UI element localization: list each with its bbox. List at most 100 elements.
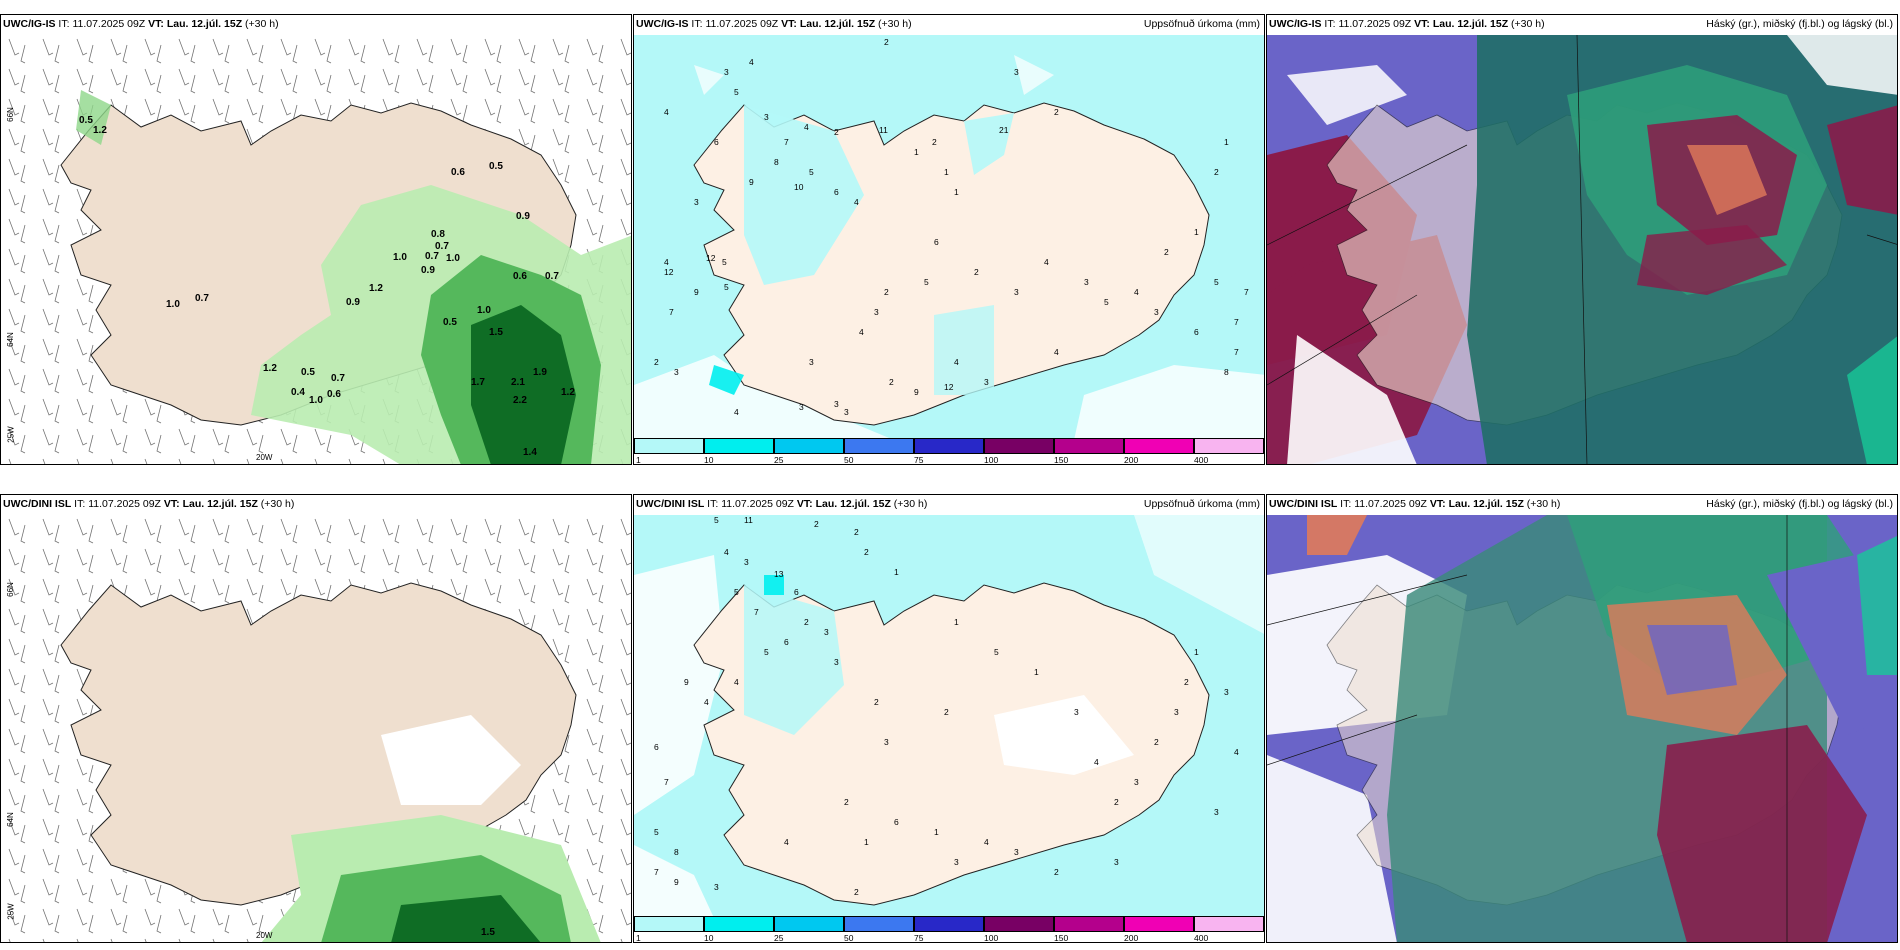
colorbar-tick: 50 bbox=[844, 933, 854, 943]
precip-label: 5 bbox=[994, 647, 999, 657]
cloud-map bbox=[1267, 515, 1897, 942]
colorbar: 1 10 25 50 75 100 150 200 400 bbox=[634, 438, 1264, 464]
rain-label: 1.4 bbox=[523, 447, 537, 458]
precip-label: 1 bbox=[1224, 137, 1229, 147]
precip-label: 3 bbox=[874, 307, 879, 317]
precip-label: 5 bbox=[722, 257, 727, 267]
rain-labels: 0.5 1.2 0.6 0.5 0.9 0.8 0.7 1.0 1.0 0.7 … bbox=[79, 115, 575, 458]
rain-label: 0.9 bbox=[516, 211, 530, 222]
precip-label: 2 bbox=[654, 357, 659, 367]
precip-label: 13 bbox=[774, 569, 784, 579]
precip-label: 2 bbox=[854, 527, 859, 537]
precip-label: 1 bbox=[914, 147, 919, 157]
colorbar: 1 10 25 50 75 100 150 200 400 bbox=[634, 916, 1264, 942]
precip-label: 5 bbox=[734, 587, 739, 597]
precip-label: 9 bbox=[694, 287, 699, 297]
precip-label: 2 bbox=[1214, 167, 1219, 177]
colorbar-swatch bbox=[1054, 916, 1124, 932]
precip-label: 8 bbox=[1224, 367, 1229, 377]
precip-label: 10 bbox=[794, 182, 804, 192]
lat-label: 66N bbox=[5, 582, 15, 597]
colorbar-swatch bbox=[1124, 438, 1194, 454]
colorbar-tick: 50 bbox=[844, 455, 854, 465]
precip-label: 4 bbox=[1134, 287, 1139, 297]
precip-label: 3 bbox=[1214, 807, 1219, 817]
colorbar-tick: 150 bbox=[1054, 455, 1069, 465]
precip-label: 2 bbox=[854, 887, 859, 897]
lon-label: 20W bbox=[256, 931, 273, 940]
precip-label: 7 bbox=[669, 307, 674, 317]
rain-label: 1.0 bbox=[477, 305, 491, 316]
colorbar-tick: 10 bbox=[704, 933, 714, 943]
rain-label: 0.7 bbox=[435, 241, 449, 252]
colorbar-swatch bbox=[634, 916, 704, 932]
precip-label: 2 bbox=[974, 267, 979, 277]
precip-label: 4 bbox=[734, 407, 739, 417]
precip-label: 5 bbox=[654, 827, 659, 837]
colorbar-tick: 75 bbox=[914, 455, 924, 465]
precip-label: 1 bbox=[954, 617, 959, 627]
precip-label: 6 bbox=[714, 137, 719, 147]
precip-label: 12 bbox=[944, 382, 954, 392]
precip-label: 6 bbox=[794, 587, 799, 597]
colorbar-tick: 200 bbox=[1124, 455, 1139, 465]
colorbar-tick: 400 bbox=[1194, 455, 1209, 465]
precip-label: 1 bbox=[864, 837, 869, 847]
colorbar-tick: 75 bbox=[914, 933, 924, 943]
rain-label: 0.6 bbox=[451, 167, 465, 178]
colorbar-swatch bbox=[774, 438, 844, 454]
precip-label: 3 bbox=[1134, 777, 1139, 787]
rain-label: 0.5 bbox=[301, 367, 315, 378]
precip-label: 5 bbox=[809, 167, 814, 177]
precip-label: 5 bbox=[714, 515, 719, 525]
rain-label: 0.5 bbox=[489, 161, 503, 172]
panel-title: UWC/DINI ISL IT: 11.07.2025 09Z VT: Lau.… bbox=[636, 498, 928, 510]
lon-label: 25W bbox=[6, 903, 16, 920]
precip-label: 2 bbox=[814, 519, 819, 529]
colorbar-tick: 100 bbox=[984, 455, 999, 465]
precip-label: 3 bbox=[824, 627, 829, 637]
precip-label: 5 bbox=[1104, 297, 1109, 307]
panel-title: UWC/IG-IS IT: 11.07.2025 09Z VT: Lau. 12… bbox=[636, 18, 912, 30]
precip-label: 6 bbox=[1194, 327, 1199, 337]
precip-label: 4 bbox=[734, 677, 739, 687]
precip-label: 9 bbox=[674, 877, 679, 887]
rain-label: 1.9 bbox=[533, 367, 547, 378]
cloud-map bbox=[1267, 35, 1897, 464]
precip-label: 4 bbox=[664, 257, 669, 267]
colorbar-tick: 200 bbox=[1124, 933, 1139, 943]
precip-label: 4 bbox=[954, 357, 959, 367]
precip-label: 3 bbox=[724, 67, 729, 77]
precip-label: 12 bbox=[664, 267, 674, 277]
precip-label: 6 bbox=[784, 637, 789, 647]
precip-map: 5 11 2 2 2 4 3 5 7 13 6 1 2 3 6 5 3 9 7 … bbox=[634, 515, 1264, 918]
precip-label: 3 bbox=[834, 657, 839, 667]
rain-heavy bbox=[471, 305, 576, 464]
panel-ig-precip: UWC/IG-IS IT: 11.07.2025 09Z VT: Lau. 12… bbox=[633, 14, 1265, 465]
precip-label: 2 bbox=[1184, 677, 1189, 687]
precip-label: 3 bbox=[764, 112, 769, 122]
panel-dini-clouds: UWC/DINI ISL IT: 11.07.2025 09Z VT: Lau.… bbox=[1266, 494, 1898, 943]
precip-label: 4 bbox=[1094, 757, 1099, 767]
colorbar-swatch bbox=[1194, 438, 1264, 454]
precip-label: 3 bbox=[1084, 277, 1089, 287]
colorbar-swatch bbox=[1124, 916, 1194, 932]
colorbar-tick: 400 bbox=[1194, 933, 1209, 943]
colorbar-swatch bbox=[984, 916, 1054, 932]
colorbar-swatch bbox=[844, 916, 914, 932]
precip-label: 3 bbox=[1014, 847, 1019, 857]
precip-label: 5 bbox=[764, 647, 769, 657]
rain-label: 0.4 bbox=[291, 387, 305, 398]
rain-label: 1.2 bbox=[263, 363, 277, 374]
colorbar-swatch bbox=[704, 438, 774, 454]
precip-label: 8 bbox=[674, 847, 679, 857]
precip-label: 3 bbox=[714, 882, 719, 892]
precip-label: 4 bbox=[854, 197, 859, 207]
precip-label: 6 bbox=[934, 237, 939, 247]
rain-label: 1.5 bbox=[489, 327, 503, 338]
precip-label: 9 bbox=[749, 177, 754, 187]
rain-label: 1.2 bbox=[93, 125, 107, 136]
precip-label: 4 bbox=[1044, 257, 1049, 267]
precip-label: 4 bbox=[984, 837, 989, 847]
precip-label: 3 bbox=[844, 407, 849, 417]
